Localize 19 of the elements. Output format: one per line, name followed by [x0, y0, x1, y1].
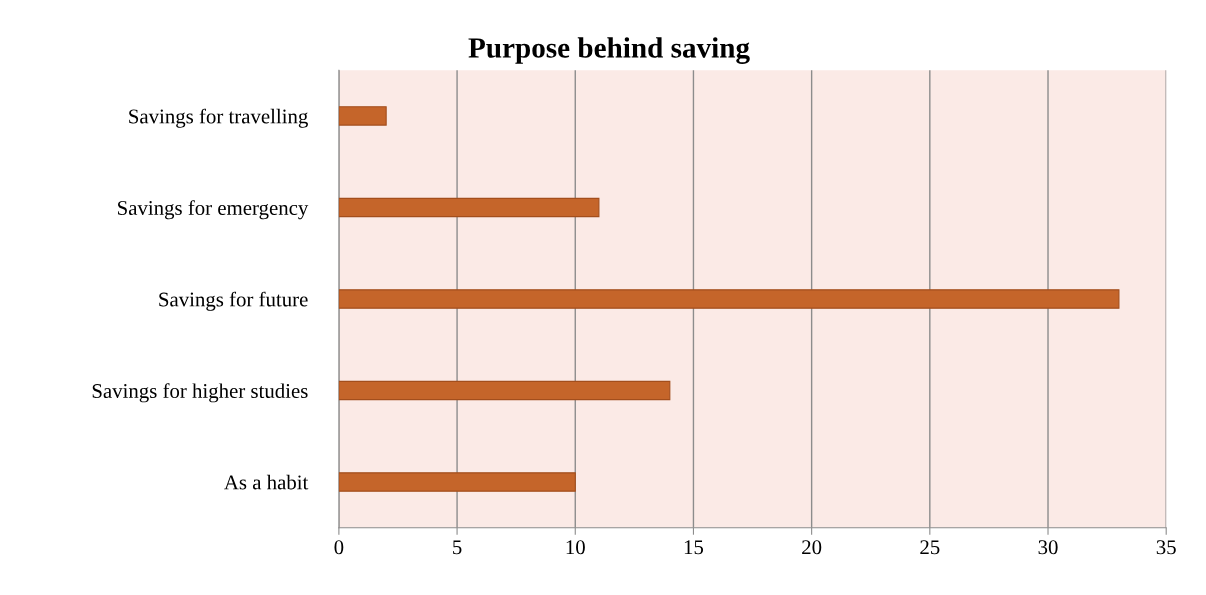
x-tick-label: 10 [566, 540, 585, 555]
x-tick-label: 15 [684, 540, 704, 555]
x-tick-label: 35 [1156, 540, 1176, 555]
chart-title: Purpose behind saving [468, 37, 750, 64]
y-tick-label: Savings for higher studies [92, 383, 308, 403]
bar [338, 197, 600, 218]
bar [338, 289, 1120, 309]
x-tick-label: 0 [334, 540, 344, 555]
x-tick-label: 25 [920, 540, 940, 555]
x-tick-label: 20 [802, 540, 822, 555]
y-tick-label: As a habit [224, 474, 309, 490]
y-tick-label: Savings for emergency [118, 200, 309, 220]
y-tick-label: Savings for travelling [129, 108, 308, 128]
bar [338, 472, 576, 492]
y-tick-label: Savings for future [159, 291, 308, 311]
x-tick-label: 5 [453, 540, 462, 555]
x-tick-label: 30 [1038, 540, 1058, 555]
bar [338, 380, 671, 401]
bar [338, 106, 387, 126]
